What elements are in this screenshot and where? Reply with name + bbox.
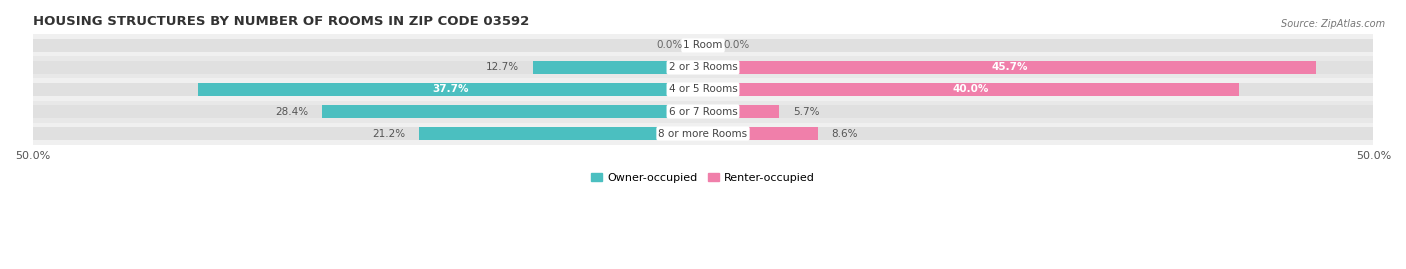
Bar bbox=[322, 105, 703, 118]
Text: 6 or 7 Rooms: 6 or 7 Rooms bbox=[669, 107, 737, 116]
Bar bbox=[32, 61, 703, 74]
Text: 5.7%: 5.7% bbox=[793, 107, 820, 116]
Bar bbox=[703, 61, 1316, 74]
Bar bbox=[197, 83, 703, 96]
Bar bbox=[32, 39, 703, 52]
Bar bbox=[32, 101, 1374, 123]
Text: Source: ZipAtlas.com: Source: ZipAtlas.com bbox=[1281, 19, 1385, 29]
Text: 4 or 5 Rooms: 4 or 5 Rooms bbox=[669, 84, 737, 94]
Bar bbox=[703, 83, 1239, 96]
Bar bbox=[32, 79, 1374, 101]
Text: 2 or 3 Rooms: 2 or 3 Rooms bbox=[669, 62, 737, 72]
Bar bbox=[32, 83, 703, 96]
Text: 40.0%: 40.0% bbox=[953, 84, 990, 94]
Bar bbox=[703, 61, 1374, 74]
Text: 8.6%: 8.6% bbox=[832, 129, 858, 139]
Bar bbox=[419, 127, 703, 140]
Text: HOUSING STRUCTURES BY NUMBER OF ROOMS IN ZIP CODE 03592: HOUSING STRUCTURES BY NUMBER OF ROOMS IN… bbox=[32, 15, 529, 28]
Text: 0.0%: 0.0% bbox=[723, 40, 749, 51]
Text: 8 or more Rooms: 8 or more Rooms bbox=[658, 129, 748, 139]
Text: 28.4%: 28.4% bbox=[276, 107, 309, 116]
Bar bbox=[703, 127, 818, 140]
Bar bbox=[32, 123, 1374, 144]
Text: 45.7%: 45.7% bbox=[991, 62, 1028, 72]
Bar bbox=[703, 39, 1374, 52]
Text: 0.0%: 0.0% bbox=[657, 40, 683, 51]
Bar bbox=[703, 127, 1374, 140]
Text: 37.7%: 37.7% bbox=[432, 84, 468, 94]
Text: 1 Room: 1 Room bbox=[683, 40, 723, 51]
Bar bbox=[703, 83, 1374, 96]
Bar bbox=[703, 105, 1374, 118]
Bar bbox=[703, 105, 779, 118]
Text: 21.2%: 21.2% bbox=[373, 129, 405, 139]
Bar bbox=[32, 56, 1374, 79]
Bar bbox=[32, 34, 1374, 56]
Legend: Owner-occupied, Renter-occupied: Owner-occupied, Renter-occupied bbox=[586, 168, 820, 187]
Bar bbox=[32, 127, 703, 140]
Bar bbox=[533, 61, 703, 74]
Text: 12.7%: 12.7% bbox=[486, 62, 519, 72]
Bar bbox=[32, 105, 703, 118]
